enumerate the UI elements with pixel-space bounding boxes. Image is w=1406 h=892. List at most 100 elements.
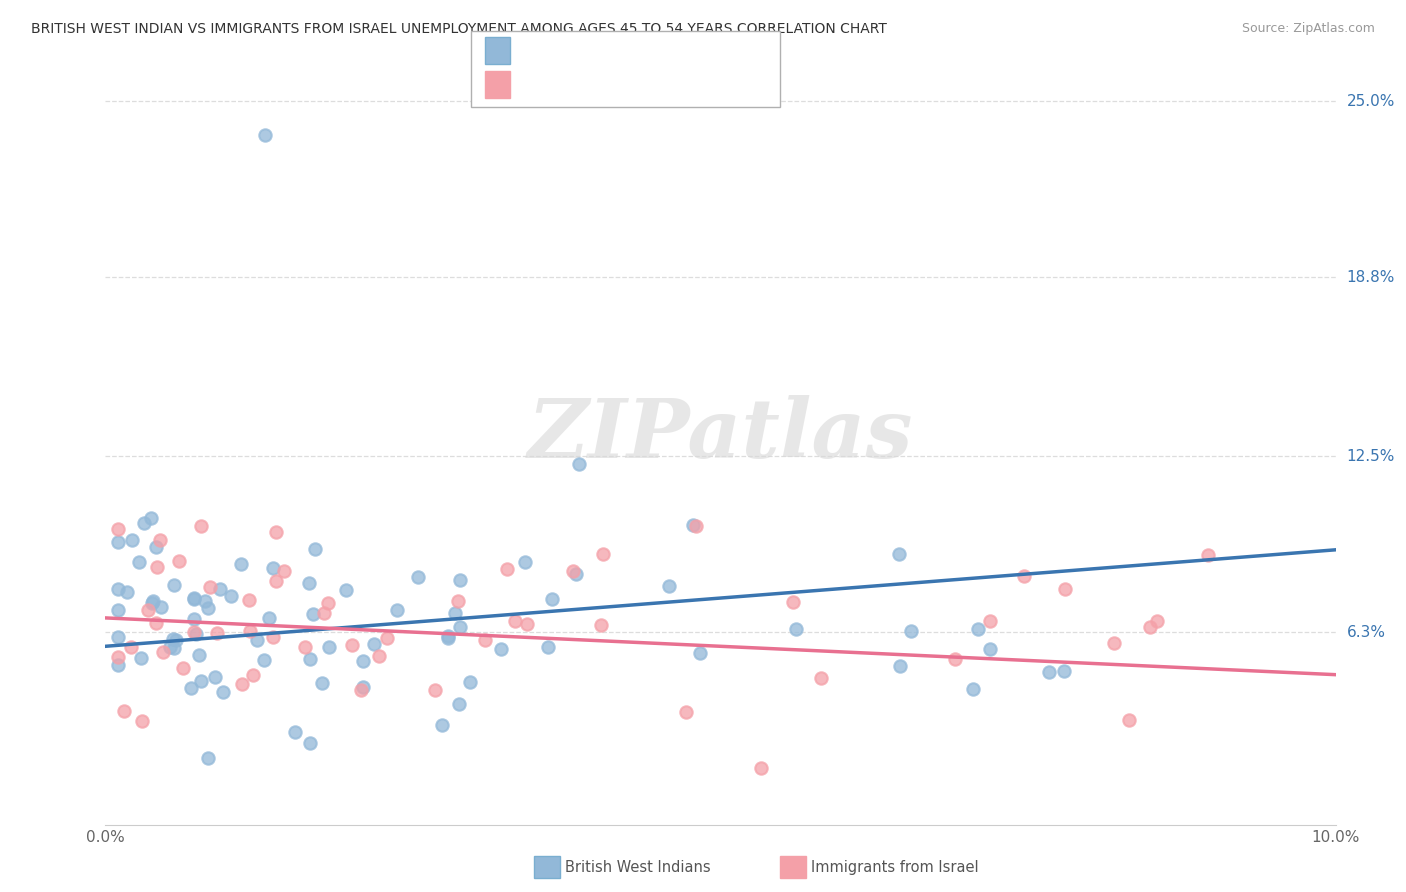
Point: [219, 589, 242, 603]
Point: [180, 681, 202, 696]
Point: [294, 640, 316, 654]
Point: [1053, 664, 1076, 678]
Point: [1012, 569, 1035, 583]
Point: [163, 640, 186, 655]
Text: -0.128: -0.128: [553, 78, 600, 92]
Text: British West Indians: British West Indians: [565, 860, 711, 874]
Point: [685, 518, 707, 533]
Point: [115, 585, 138, 599]
Point: [107, 657, 129, 672]
Point: [132, 516, 155, 530]
Point: [489, 641, 512, 656]
Point: [146, 560, 169, 574]
Point: [141, 596, 163, 610]
Point: [406, 570, 429, 584]
Point: [183, 624, 205, 639]
Point: [239, 624, 262, 638]
Point: [163, 578, 186, 592]
Point: [564, 566, 586, 581]
Point: [375, 631, 398, 645]
Point: [810, 672, 832, 686]
Point: [537, 640, 560, 654]
Point: [254, 128, 277, 143]
Point: [1053, 582, 1076, 596]
Point: [252, 653, 274, 667]
Point: [262, 560, 284, 574]
Point: [284, 724, 307, 739]
Point: [262, 631, 284, 645]
Point: [437, 629, 460, 643]
Point: [264, 524, 287, 539]
Point: [443, 606, 465, 620]
Point: [211, 684, 233, 698]
Point: [591, 618, 613, 632]
Point: [516, 616, 538, 631]
Point: [121, 533, 143, 547]
Point: [1197, 548, 1219, 562]
Point: [129, 651, 152, 665]
Point: [1118, 713, 1140, 727]
Point: [979, 642, 1001, 657]
Point: [1139, 620, 1161, 634]
Point: [246, 632, 269, 647]
Point: [887, 547, 910, 561]
Point: [318, 640, 340, 654]
Point: [943, 652, 966, 666]
Text: 54: 54: [661, 78, 681, 92]
Point: [107, 582, 129, 596]
Point: [183, 591, 205, 606]
Point: [273, 565, 295, 579]
Point: [749, 761, 772, 775]
Point: [204, 670, 226, 684]
Point: [658, 579, 681, 593]
Point: [197, 600, 219, 615]
Point: [128, 555, 150, 569]
Point: [162, 632, 184, 646]
Point: [107, 522, 129, 536]
Point: [782, 595, 804, 609]
Point: [540, 592, 562, 607]
Point: [302, 607, 325, 621]
Point: [367, 648, 389, 663]
Point: [449, 697, 471, 711]
Point: [449, 573, 471, 587]
Point: [437, 632, 460, 646]
Text: N =: N =: [626, 78, 658, 92]
Text: Source: ZipAtlas.com: Source: ZipAtlas.com: [1241, 22, 1375, 36]
Text: BRITISH WEST INDIAN VS IMMIGRANTS FROM ISRAEL UNEMPLOYMENT AMONG AGES 45 TO 54 Y: BRITISH WEST INDIAN VS IMMIGRANTS FROM I…: [31, 22, 887, 37]
Point: [150, 599, 173, 614]
Point: [447, 594, 470, 608]
Point: [385, 602, 408, 616]
Text: 6.3%: 6.3%: [1347, 624, 1386, 640]
Point: [107, 630, 129, 644]
Point: [689, 646, 711, 660]
Point: [785, 622, 807, 636]
Point: [298, 576, 321, 591]
Point: [231, 677, 253, 691]
Point: [120, 640, 142, 654]
Point: [186, 627, 208, 641]
Point: [900, 624, 922, 638]
Point: [229, 557, 252, 571]
Point: [190, 673, 212, 688]
Point: [1146, 614, 1168, 628]
Point: [425, 683, 447, 698]
Text: 25.0%: 25.0%: [1347, 94, 1395, 109]
Point: [682, 518, 704, 533]
Point: [198, 580, 221, 594]
Point: [1104, 636, 1126, 650]
Point: [197, 751, 219, 765]
Point: [238, 593, 260, 607]
Point: [183, 591, 205, 605]
Point: [205, 625, 228, 640]
Text: R =: R =: [517, 44, 554, 58]
Point: [350, 683, 373, 698]
Point: [1038, 665, 1060, 680]
Point: [889, 659, 911, 673]
Point: [145, 615, 167, 630]
Point: [298, 651, 321, 665]
Text: R =: R =: [517, 78, 548, 92]
Text: 18.8%: 18.8%: [1347, 270, 1395, 285]
Point: [503, 614, 526, 628]
Point: [107, 535, 129, 549]
